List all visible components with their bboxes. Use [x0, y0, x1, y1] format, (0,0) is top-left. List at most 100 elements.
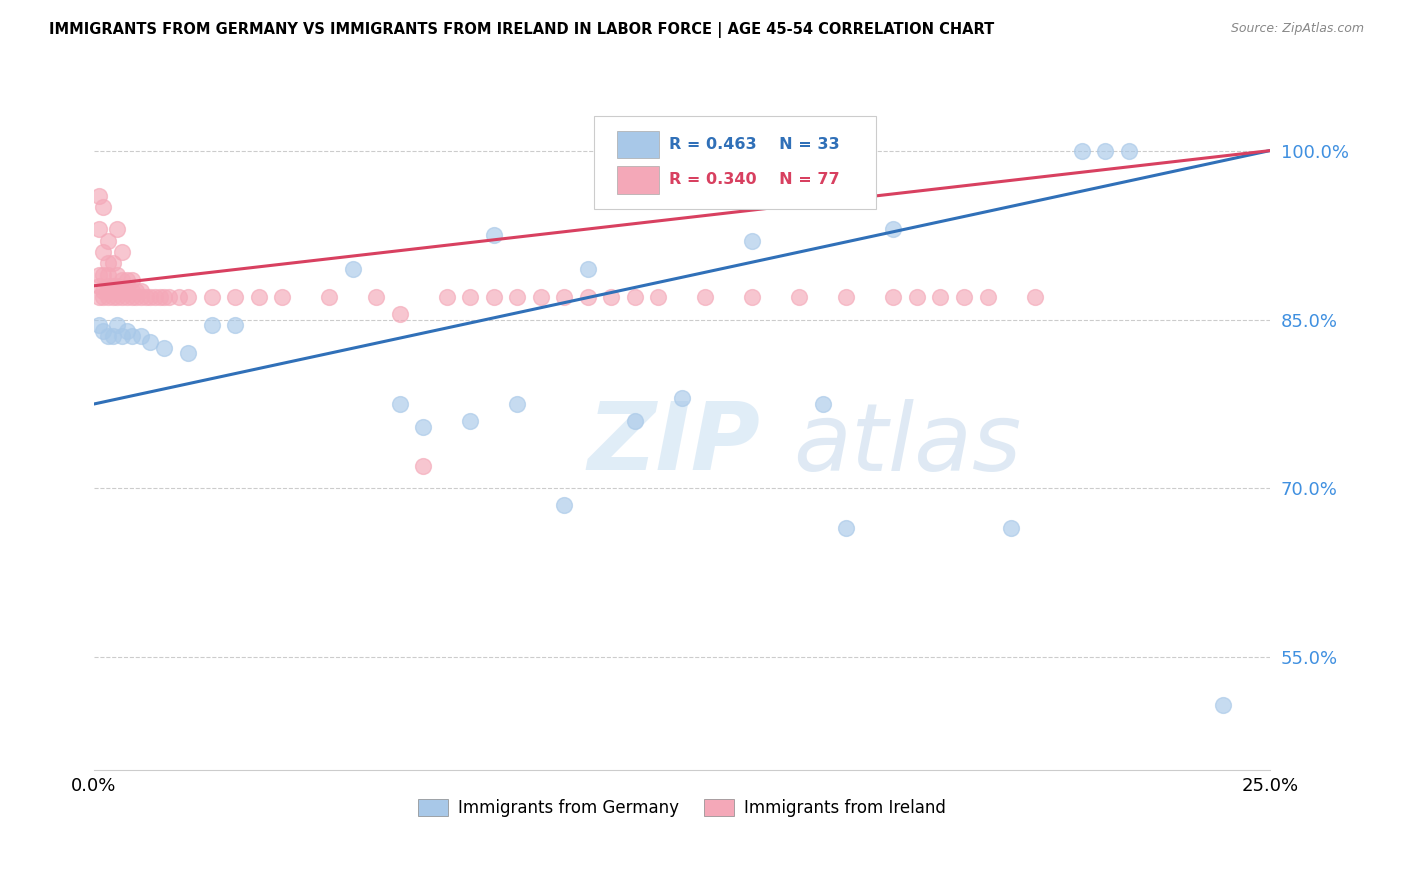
- Point: [482, 290, 505, 304]
- Point: [91, 268, 114, 282]
- Point: [247, 290, 270, 304]
- Point: [97, 329, 120, 343]
- Point: [623, 414, 645, 428]
- Point: [121, 273, 143, 287]
- Point: [87, 188, 110, 202]
- Point: [177, 290, 200, 304]
- Point: [177, 346, 200, 360]
- Point: [107, 318, 129, 333]
- Point: [436, 290, 458, 304]
- Point: [91, 200, 114, 214]
- Point: [115, 324, 138, 338]
- Point: [600, 290, 623, 304]
- Point: [412, 419, 434, 434]
- Text: IMMIGRANTS FROM GERMANY VS IMMIGRANTS FROM IRELAND IN LABOR FORCE | AGE 45-54 CO: IMMIGRANTS FROM GERMANY VS IMMIGRANTS FR…: [49, 22, 994, 38]
- Text: R = 0.463    N = 33: R = 0.463 N = 33: [669, 137, 839, 153]
- Point: [811, 397, 834, 411]
- Point: [224, 290, 246, 304]
- Point: [97, 278, 120, 293]
- Point: [107, 268, 129, 282]
- Point: [1212, 698, 1234, 712]
- Point: [125, 290, 148, 304]
- Text: R = 0.340    N = 77: R = 0.340 N = 77: [669, 172, 839, 187]
- Point: [412, 458, 434, 473]
- FancyBboxPatch shape: [593, 116, 876, 209]
- Point: [318, 290, 340, 304]
- Point: [388, 307, 411, 321]
- Point: [101, 256, 124, 270]
- Point: [135, 290, 157, 304]
- Point: [905, 290, 928, 304]
- Point: [200, 290, 222, 304]
- Point: [224, 318, 246, 333]
- Point: [91, 324, 114, 338]
- Point: [530, 290, 553, 304]
- Point: [139, 290, 162, 304]
- Point: [671, 392, 693, 406]
- Point: [101, 278, 124, 293]
- Point: [835, 290, 858, 304]
- Point: [107, 278, 129, 293]
- Legend: Immigrants from Germany, Immigrants from Ireland: Immigrants from Germany, Immigrants from…: [411, 792, 952, 824]
- Point: [167, 290, 190, 304]
- Point: [695, 290, 717, 304]
- Point: [111, 244, 134, 259]
- Point: [121, 285, 143, 299]
- Point: [129, 329, 152, 343]
- Point: [200, 318, 222, 333]
- Point: [91, 290, 114, 304]
- Point: [129, 290, 152, 304]
- Point: [506, 397, 529, 411]
- Point: [1070, 144, 1092, 158]
- Point: [111, 329, 134, 343]
- Point: [91, 285, 114, 299]
- Point: [129, 285, 152, 299]
- Text: atlas: atlas: [793, 399, 1022, 490]
- Point: [835, 521, 858, 535]
- Point: [157, 290, 180, 304]
- Point: [482, 228, 505, 243]
- Point: [115, 290, 138, 304]
- Point: [976, 290, 998, 304]
- Point: [647, 290, 669, 304]
- Point: [111, 290, 134, 304]
- Point: [882, 222, 904, 236]
- Point: [111, 285, 134, 299]
- Point: [115, 273, 138, 287]
- Point: [882, 290, 904, 304]
- Point: [458, 290, 481, 304]
- Point: [576, 290, 599, 304]
- Point: [789, 290, 811, 304]
- Point: [125, 285, 148, 299]
- Point: [388, 397, 411, 411]
- Point: [107, 222, 129, 236]
- Point: [97, 256, 120, 270]
- Point: [87, 290, 110, 304]
- Point: [139, 334, 162, 349]
- Point: [143, 290, 166, 304]
- Point: [115, 285, 138, 299]
- Point: [101, 285, 124, 299]
- Point: [121, 290, 143, 304]
- Point: [97, 268, 120, 282]
- Point: [576, 261, 599, 276]
- Point: [342, 261, 364, 276]
- Point: [87, 222, 110, 236]
- Point: [153, 341, 176, 355]
- Text: ZIP: ZIP: [588, 399, 761, 491]
- Point: [107, 285, 129, 299]
- Point: [929, 290, 952, 304]
- Point: [1024, 290, 1046, 304]
- Point: [111, 273, 134, 287]
- Point: [506, 290, 529, 304]
- Point: [953, 290, 976, 304]
- Point: [153, 290, 176, 304]
- Point: [741, 290, 763, 304]
- Point: [87, 318, 110, 333]
- Point: [741, 234, 763, 248]
- Point: [97, 285, 120, 299]
- Point: [623, 290, 645, 304]
- Text: Source: ZipAtlas.com: Source: ZipAtlas.com: [1230, 22, 1364, 36]
- Point: [366, 290, 388, 304]
- Point: [553, 290, 575, 304]
